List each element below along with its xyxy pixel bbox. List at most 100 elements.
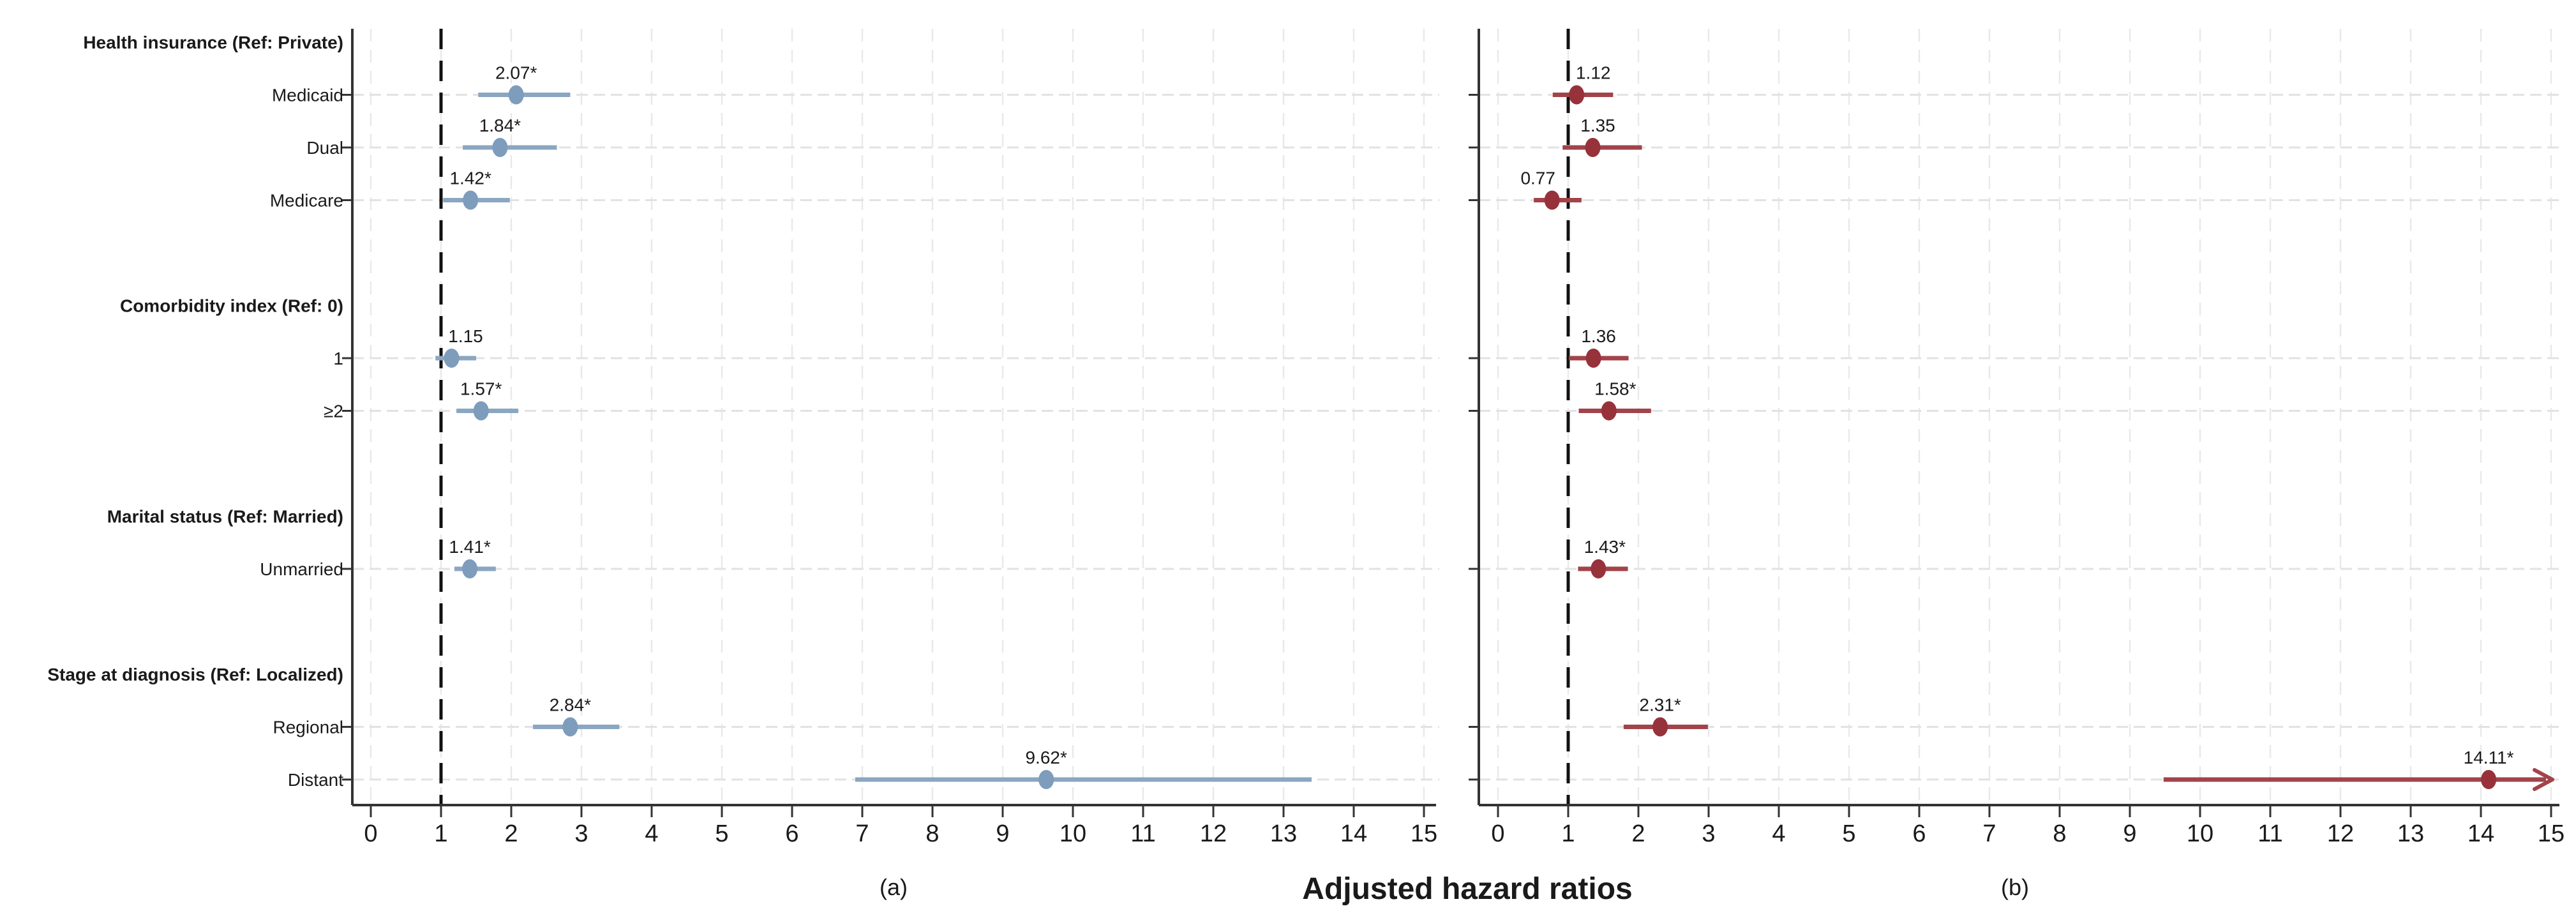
estimate-value-label: 14.11* bbox=[2464, 748, 2514, 767]
estimate-value-label: 1.36 bbox=[1581, 326, 1616, 346]
estimate-value-label: 1.43* bbox=[1584, 537, 1626, 557]
estimate-value-label: 2.31* bbox=[1639, 695, 1681, 715]
ci-arrow-icon bbox=[2533, 768, 2554, 781]
x-tick-label: 10 bbox=[1060, 820, 1086, 847]
x-tick-label: 0 bbox=[1491, 820, 1504, 847]
x-tick-label: 8 bbox=[2053, 820, 2066, 847]
point-estimate-marker bbox=[1601, 401, 1617, 421]
point-estimate-marker bbox=[2481, 770, 2497, 789]
x-tick-label: 5 bbox=[715, 820, 728, 847]
panel-b-label: (b) bbox=[2001, 874, 2029, 900]
category-label: ≥2 bbox=[324, 402, 343, 421]
category-label: Unmarried bbox=[260, 559, 343, 579]
group-heading: Comorbidity index (Ref: 0) bbox=[120, 296, 343, 316]
x-tick-label: 13 bbox=[1270, 820, 1297, 847]
estimate-value-label: 1.57* bbox=[460, 379, 502, 399]
estimate-value-label: 1.15 bbox=[448, 326, 483, 346]
x-tick-label: 13 bbox=[2397, 820, 2424, 847]
point-estimate-marker bbox=[1569, 85, 1585, 105]
estimate-value-label: 1.58* bbox=[1594, 379, 1636, 399]
x-tick-label: 1 bbox=[1561, 820, 1575, 847]
group-heading: Health insurance (Ref: Private) bbox=[83, 33, 343, 52]
estimate-value-label: 1.35 bbox=[1580, 116, 1615, 135]
estimate-value-label: 2.84* bbox=[550, 695, 591, 715]
estimate-value-label: 1.84* bbox=[479, 116, 521, 135]
forest-row-a: 1.57* bbox=[456, 379, 518, 421]
x-tick-label: 6 bbox=[1912, 820, 1926, 847]
x-tick-label: 14 bbox=[2467, 820, 2494, 847]
x-tick-label: 3 bbox=[574, 820, 588, 847]
point-estimate-marker bbox=[1585, 138, 1601, 157]
x-tick-label: 6 bbox=[785, 820, 798, 847]
estimate-value-label: 0.77 bbox=[1520, 169, 1555, 188]
x-tick-label: 11 bbox=[1130, 820, 1155, 847]
forest-row-a: 1.42* bbox=[443, 169, 510, 210]
x-tick-label: 15 bbox=[2538, 820, 2565, 847]
x-tick-label: 11 bbox=[2258, 820, 2282, 847]
category-label: Medicaid bbox=[272, 86, 343, 105]
point-estimate-marker bbox=[562, 717, 578, 737]
x-tick-label: 4 bbox=[1772, 820, 1785, 847]
forest-row-b: 2.31* bbox=[1623, 695, 1708, 737]
forest-row-a: 1.84* bbox=[463, 116, 557, 157]
forest-row-a: 9.62* bbox=[855, 748, 1312, 789]
panel-a-label: (a) bbox=[880, 874, 908, 900]
estimate-value-label: 2.07* bbox=[495, 63, 537, 83]
x-tick-label: 9 bbox=[996, 820, 1009, 847]
group-heading: Marital status (Ref: Married) bbox=[107, 507, 343, 527]
point-estimate-marker bbox=[473, 401, 489, 421]
point-estimate-marker bbox=[444, 349, 460, 368]
x-tick-label: 0 bbox=[364, 820, 377, 847]
group-heading: Stage at diagnosis (Ref: Localized) bbox=[47, 665, 343, 684]
category-label: 1 bbox=[333, 349, 343, 368]
x-tick-label: 12 bbox=[1200, 820, 1227, 847]
x-tick-label: 9 bbox=[2123, 820, 2136, 847]
x-tick-label: 15 bbox=[1411, 820, 1437, 847]
panel-b: 0 1 2 3 4 5 6 7 8 9 10 11 12 13 14 151.121.350.771.361.… bbox=[1469, 29, 2565, 847]
forest-row-b: 1.35 bbox=[1562, 116, 1642, 157]
ci-arrow-icon bbox=[2533, 778, 2554, 791]
point-estimate-marker bbox=[463, 190, 479, 210]
category-label: Dual bbox=[306, 138, 343, 158]
point-estimate-marker bbox=[1038, 770, 1054, 789]
point-estimate-marker bbox=[1652, 717, 1668, 737]
estimate-value-label: 9.62* bbox=[1025, 748, 1067, 767]
forest-row-a: 2.84* bbox=[533, 695, 620, 737]
forest-row-a: 1.41* bbox=[449, 537, 496, 578]
x-tick-label: 10 bbox=[2187, 820, 2213, 847]
x-tick-label: 8 bbox=[925, 820, 939, 847]
category-label: Medicare bbox=[270, 191, 343, 211]
forest-row-a: 2.07* bbox=[478, 63, 571, 105]
x-tick-label: 5 bbox=[1842, 820, 1855, 847]
point-estimate-marker bbox=[508, 85, 524, 105]
forest-row-b: 1.12 bbox=[1552, 63, 1614, 105]
estimate-value-label: 1.42* bbox=[449, 169, 491, 188]
x-tick-label: 12 bbox=[2327, 820, 2354, 847]
point-estimate-marker bbox=[1591, 559, 1606, 578]
estimate-value-label: 1.41* bbox=[449, 537, 490, 557]
x-tick-label: 2 bbox=[504, 820, 518, 847]
forest-row-b: 1.58* bbox=[1578, 379, 1651, 421]
x-tick-label: 7 bbox=[855, 820, 869, 847]
forest-row-b: 14.11* bbox=[2163, 748, 2554, 791]
x-tick-label: 2 bbox=[1631, 820, 1645, 847]
point-estimate-marker bbox=[1585, 349, 1601, 368]
estimate-value-label: 1.12 bbox=[1576, 63, 1611, 83]
forest-row-b: 1.43* bbox=[1578, 537, 1628, 578]
forest-row-a: 1.15 bbox=[435, 326, 483, 368]
forest-row-b: 1.36 bbox=[1569, 326, 1629, 368]
x-tick-label: 14 bbox=[1340, 820, 1367, 847]
x-axis-title: Adjusted hazard ratios bbox=[1302, 872, 1632, 906]
x-tick-label: 4 bbox=[645, 820, 658, 847]
point-estimate-marker bbox=[462, 559, 478, 578]
point-estimate-marker bbox=[1544, 190, 1560, 210]
category-label: Regional bbox=[273, 718, 343, 737]
x-tick-label: 1 bbox=[434, 820, 447, 847]
forest-row-b: 0.77 bbox=[1520, 169, 1582, 210]
x-tick-label: 3 bbox=[1702, 820, 1715, 847]
point-estimate-marker bbox=[492, 138, 508, 157]
category-label: Distant bbox=[288, 770, 343, 790]
